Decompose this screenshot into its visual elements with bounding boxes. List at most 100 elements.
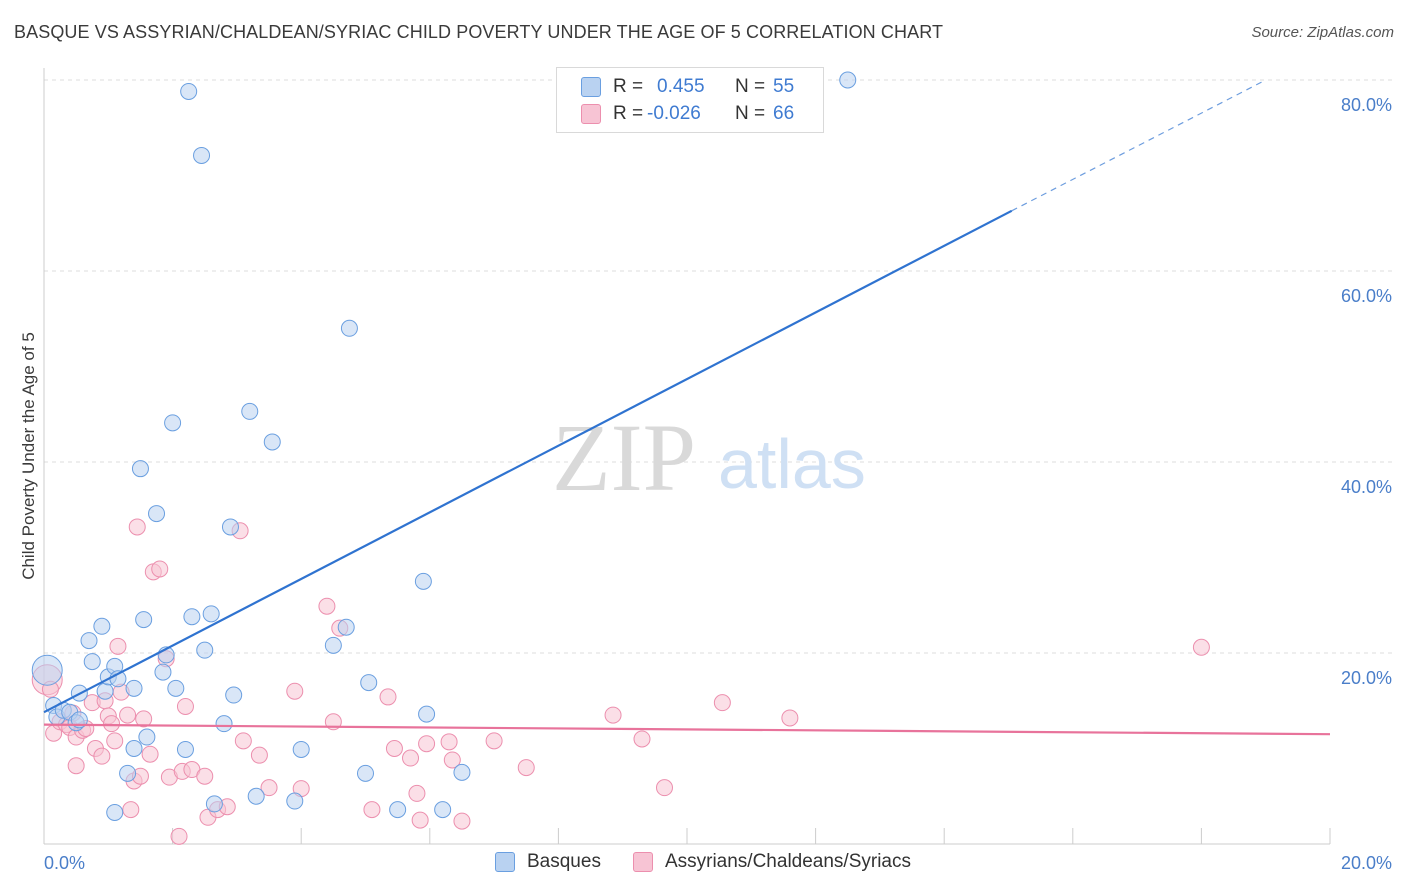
data-point-basques bbox=[340, 319, 358, 337]
data-point-basques bbox=[215, 715, 233, 733]
data-point-basques bbox=[324, 636, 342, 654]
legend-item-assyrians: Assyrians/Chaldeans/Syriacs bbox=[632, 851, 911, 873]
data-point-assyrians bbox=[93, 747, 111, 765]
data-point-basques bbox=[106, 803, 124, 821]
data-point-assyrians bbox=[781, 709, 799, 727]
legend-r-value: 0.455 bbox=[657, 76, 705, 97]
data-point-assyrians bbox=[234, 732, 252, 750]
data-point-assyrians bbox=[411, 811, 429, 829]
data-point-basques bbox=[96, 682, 114, 700]
data-point-assyrians bbox=[176, 697, 194, 715]
data-point-basques bbox=[360, 674, 378, 692]
data-point-basques bbox=[135, 611, 153, 629]
trendline-assyrians bbox=[43, 723, 1331, 736]
data-point-basques bbox=[119, 764, 137, 782]
data-point-assyrians bbox=[604, 706, 622, 724]
data-point-assyrians bbox=[713, 694, 731, 712]
y-tick-label: 20.0% bbox=[1341, 668, 1392, 688]
data-point-basques bbox=[414, 572, 432, 590]
data-point-basques bbox=[148, 505, 166, 523]
trendline-basques bbox=[43, 209, 1013, 714]
data-point-assyrians bbox=[655, 779, 673, 797]
stats-legend: R = 0.455 N = 55 R = -0.026 N = 66 bbox=[556, 67, 824, 133]
data-point-assyrians bbox=[318, 597, 336, 615]
series-basques-points bbox=[31, 71, 857, 821]
data-point-basques bbox=[31, 654, 63, 686]
data-point-assyrians bbox=[128, 518, 146, 536]
data-point-basques bbox=[164, 414, 182, 432]
data-point-assyrians bbox=[67, 757, 85, 775]
data-point-basques bbox=[176, 740, 194, 758]
data-point-assyrians bbox=[418, 735, 436, 753]
source-credit: Source: ZipAtlas.com bbox=[1251, 24, 1394, 41]
data-point-basques bbox=[225, 686, 243, 704]
data-point-basques bbox=[205, 795, 223, 813]
legend-r-value: -0.026 bbox=[647, 103, 701, 124]
x-tick-label-max: 20.0% bbox=[1341, 853, 1392, 873]
legend-row-basques: R = 0.455 N = 55 bbox=[581, 74, 794, 100]
legend-item-basques: Basques bbox=[495, 851, 601, 873]
data-point-assyrians bbox=[151, 560, 169, 578]
legend-n-label: N = bbox=[735, 76, 766, 97]
data-point-assyrians bbox=[250, 746, 268, 764]
data-point-assyrians bbox=[135, 710, 153, 728]
data-point-assyrians bbox=[363, 801, 381, 819]
legend-r-label: R = bbox=[613, 103, 644, 124]
legend-n-value: 66 bbox=[773, 103, 795, 124]
legend-swatch-assyrians bbox=[632, 852, 653, 872]
x-ticks bbox=[43, 828, 1331, 844]
data-point-assyrians bbox=[106, 732, 124, 750]
data-point-basques bbox=[286, 792, 304, 810]
data-point-assyrians bbox=[286, 682, 304, 700]
data-point-basques bbox=[125, 740, 143, 757]
watermark: ZIP atlas bbox=[552, 404, 866, 511]
data-point-assyrians bbox=[402, 749, 420, 767]
data-point-assyrians bbox=[103, 715, 121, 733]
y-tick-labels: 20.0% 40.0% 60.0% 80.0% bbox=[1341, 95, 1392, 688]
data-point-basques bbox=[154, 663, 172, 681]
data-point-assyrians bbox=[385, 740, 403, 757]
trendlines bbox=[43, 79, 1331, 736]
data-point-assyrians bbox=[517, 759, 535, 777]
data-point-basques bbox=[337, 618, 355, 636]
data-point-assyrians bbox=[453, 812, 471, 830]
data-point-basques bbox=[183, 608, 201, 626]
data-point-assyrians bbox=[122, 801, 140, 819]
data-point-assyrians bbox=[196, 767, 214, 785]
data-point-assyrians bbox=[109, 637, 127, 655]
series-legend: Basques Assyrians/Chaldeans/Syriacs bbox=[0, 851, 1406, 873]
data-point-assyrians bbox=[633, 730, 651, 748]
data-point-basques bbox=[263, 433, 281, 451]
data-point-basques bbox=[83, 653, 101, 671]
watermark-zip: ZIP bbox=[552, 404, 696, 511]
data-point-basques bbox=[167, 679, 185, 697]
data-point-basques bbox=[241, 402, 259, 420]
data-point-basques bbox=[357, 764, 374, 782]
trendline-basques-extension bbox=[1011, 79, 1266, 212]
legend-swatch-basques bbox=[495, 852, 515, 872]
legend-n-value: 55 bbox=[773, 76, 795, 97]
data-point-basques bbox=[434, 801, 452, 819]
y-tick-label: 80.0% bbox=[1341, 95, 1392, 115]
data-point-basques bbox=[221, 518, 239, 536]
y-tick-label: 60.0% bbox=[1341, 286, 1392, 306]
data-point-basques bbox=[292, 740, 310, 758]
data-point-assyrians bbox=[440, 733, 458, 751]
data-point-basques bbox=[202, 605, 220, 623]
legend-swatch-assyrians bbox=[581, 104, 601, 124]
x-tick-label-min: 0.0% bbox=[44, 853, 85, 873]
legend-label-assyrians: Assyrians/Chaldeans/Syriacs bbox=[664, 851, 911, 872]
series-assyrians-points bbox=[31, 518, 1210, 845]
data-point-basques bbox=[180, 82, 198, 100]
gridlines bbox=[44, 79, 1392, 654]
data-point-basques bbox=[125, 679, 143, 697]
chart-title: BASQUE VS ASSYRIAN/CHALDEAN/SYRIAC CHILD… bbox=[14, 22, 944, 42]
y-axis-label: Child Poverty Under the Age of 5 bbox=[19, 332, 38, 580]
data-point-basques bbox=[80, 632, 98, 650]
data-point-assyrians bbox=[141, 745, 159, 763]
legend-r-label: R = bbox=[613, 76, 644, 97]
data-point-basques bbox=[131, 460, 149, 478]
data-point-assyrians bbox=[485, 732, 503, 750]
data-point-basques bbox=[193, 146, 211, 164]
